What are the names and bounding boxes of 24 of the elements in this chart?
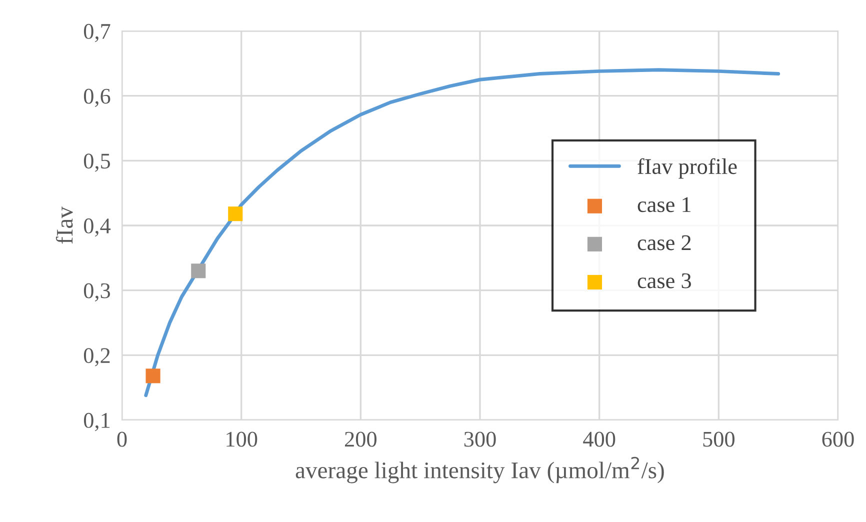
- point: [191, 264, 206, 278]
- y-axis-title: fIav: [56, 206, 73, 244]
- y-tick-label: 0,4: [84, 218, 111, 237]
- legend-label: fIav profile: [638, 158, 737, 179]
- x-tick-label: 400: [583, 432, 616, 447]
- y-tick-label: 0,2: [84, 348, 110, 366]
- y-tick-label: 0,7: [84, 24, 110, 42]
- line-series: [144, 68, 780, 398]
- point: [146, 368, 160, 384]
- y-tick-label: 0,5: [84, 154, 110, 172]
- y-tick-label: 0,6: [84, 88, 110, 107]
- x-tick-label: 300: [464, 432, 496, 447]
- x-tick-label: 200: [344, 432, 376, 447]
- x-axis-title: average light intensity Iav (µmol/m$^{2}$/s): [296, 456, 664, 484]
- point: [228, 206, 243, 222]
- legend-label: case 3: [638, 273, 691, 288]
- y-tick-label: 0,3: [84, 283, 110, 302]
- x-tick-label: 600: [822, 432, 854, 447]
- x-tick-label: 100: [226, 432, 258, 447]
- x-tick-label: 500: [703, 432, 734, 447]
- legend-label: case 2: [638, 235, 691, 250]
- legend-label: case 1: [638, 197, 691, 212]
- y-tick-label: 0,1: [84, 412, 110, 432]
- x-tick-label: 0: [117, 432, 127, 447]
